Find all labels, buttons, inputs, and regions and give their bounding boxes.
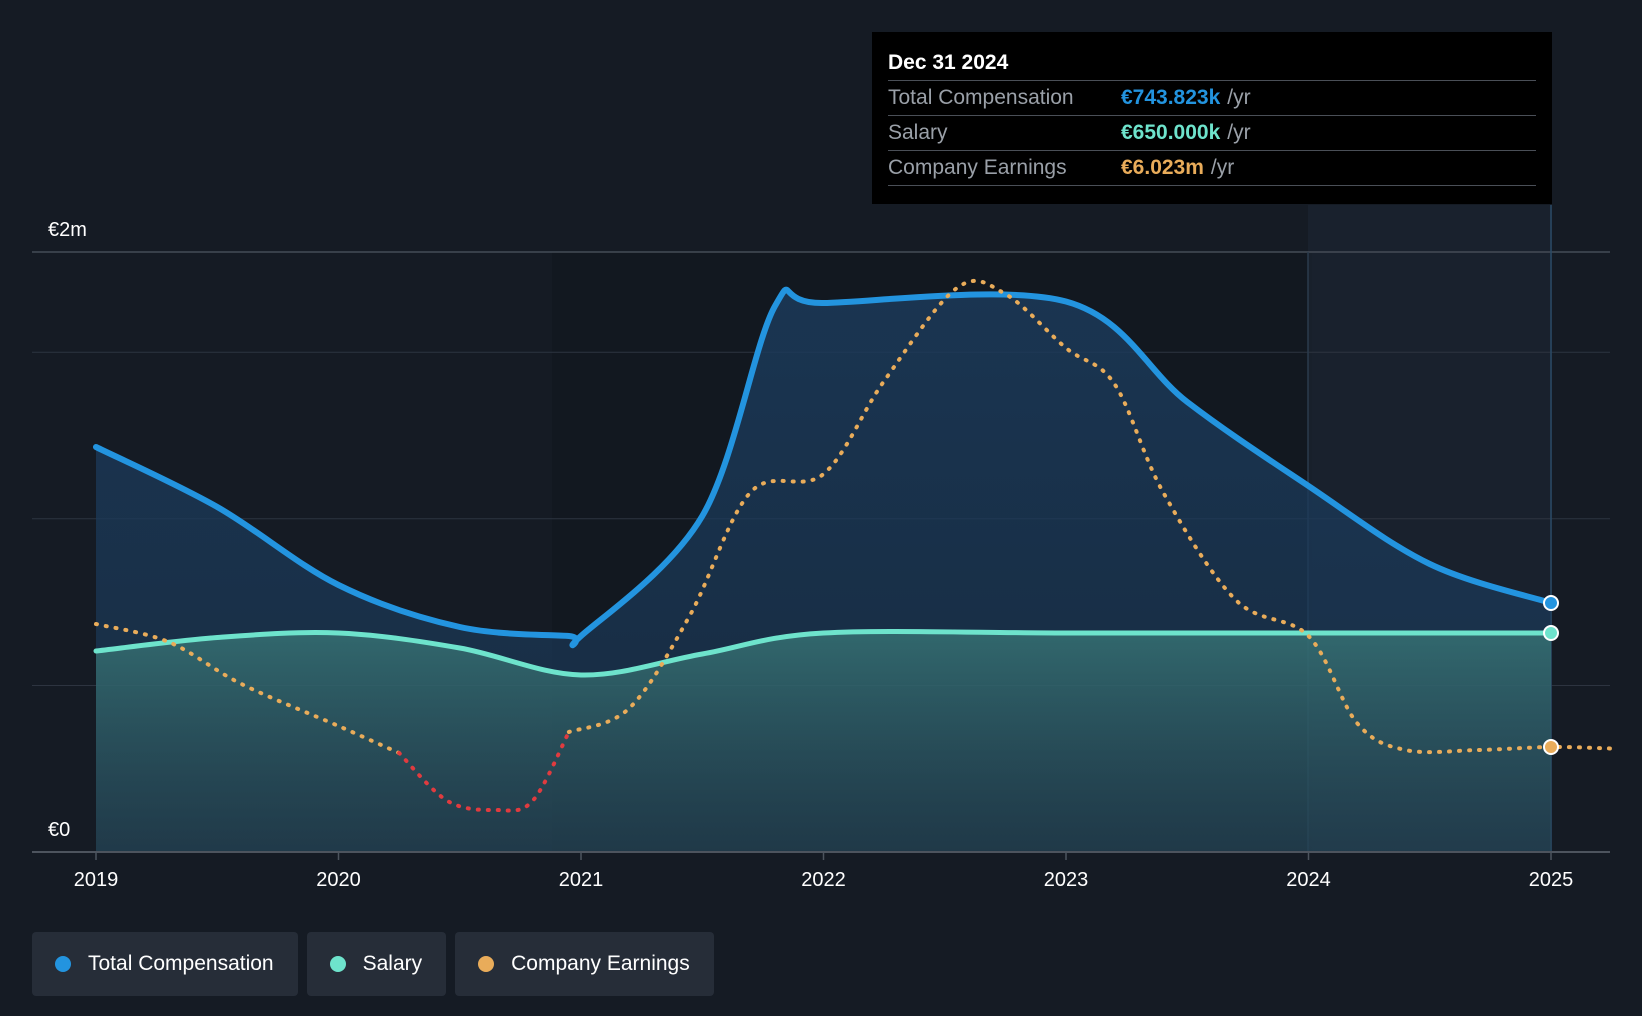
salary-area xyxy=(96,631,1551,852)
tooltip-value: €650.000k xyxy=(1121,121,1221,144)
legend-item-total-compensation[interactable]: Total Compensation xyxy=(32,932,298,996)
company-earnings-segment xyxy=(566,278,1614,755)
tooltip-unit: /yr xyxy=(1227,86,1251,109)
y-axis-min-label: €0 xyxy=(48,819,70,841)
total-compensation-marker xyxy=(1543,595,1559,611)
company-earnings-marker xyxy=(1543,739,1559,755)
tooltip-label: Total Compensation xyxy=(888,86,1074,109)
total-compensation-line xyxy=(93,286,1554,649)
x-tick-label: 2023 xyxy=(1044,869,1089,891)
company-earnings-negative-segment xyxy=(397,730,571,813)
tooltip-label: Salary xyxy=(888,121,948,144)
legend-item-salary[interactable]: Salary xyxy=(306,932,447,996)
tooltip: Dec 31 2024 Total Compensation €743.823k… xyxy=(872,32,1552,204)
x-tick-label: 2025 xyxy=(1529,869,1574,891)
tooltip-date: Dec 31 2024 xyxy=(888,46,1536,81)
tooltip-row-company-earnings: Company Earnings €6.023m /yr xyxy=(888,151,1536,186)
tooltip-unit: /yr xyxy=(1210,156,1235,179)
tooltip-value: €6.023m xyxy=(1121,156,1204,179)
salary-line xyxy=(93,628,1554,678)
legend-label: Salary xyxy=(362,952,423,975)
x-tick-label: 2020 xyxy=(316,869,361,891)
y-axis-max-label: €2m xyxy=(48,219,87,241)
tooltip-unit: /yr xyxy=(1227,121,1251,144)
tooltip-label: Company Earnings xyxy=(888,156,1067,179)
salary-marker xyxy=(1543,625,1559,641)
tooltip-row-salary: Salary €650.000k /yr xyxy=(888,116,1536,151)
company-earnings-line xyxy=(94,278,1614,813)
legend-label: Company Earnings xyxy=(511,952,690,975)
x-tick-label: 2022 xyxy=(801,869,846,891)
legend-dot-icon xyxy=(478,956,495,972)
legend: Total Compensation Salary Company Earnin… xyxy=(32,932,723,996)
legend-dot-icon xyxy=(329,956,346,972)
tooltip-value: €743.823k xyxy=(1121,86,1221,109)
company-earnings-segment xyxy=(94,622,402,755)
x-tick-label: 2021 xyxy=(559,869,604,891)
legend-item-company-earnings[interactable]: Company Earnings xyxy=(455,932,714,996)
x-tick-label: 2019 xyxy=(74,869,119,891)
legend-dot-icon xyxy=(55,956,71,972)
legend-label: Total Compensation xyxy=(88,952,274,975)
tooltip-row-total-compensation: Total Compensation €743.823k /yr xyxy=(888,81,1536,116)
x-tick-label: 2024 xyxy=(1286,869,1331,891)
